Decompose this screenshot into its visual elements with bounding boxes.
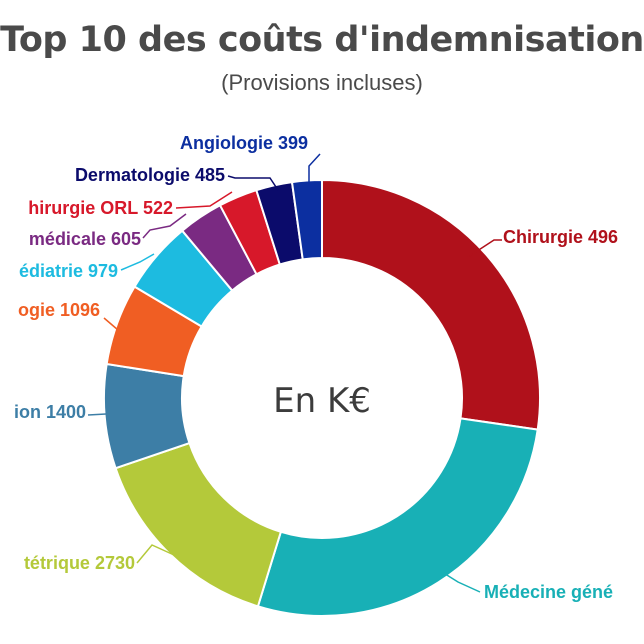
leader-line	[308, 153, 321, 186]
slice-label: Angiologie 399	[180, 133, 308, 153]
donut-slice	[256, 417, 539, 617]
slice-label: médicale 605	[29, 229, 141, 249]
leader-line	[103, 317, 119, 331]
chart-title: Top 10 des coûts d'indemnisation	[0, 20, 644, 60]
leader-line	[467, 239, 502, 258]
slice-label: ogie 1096	[18, 300, 100, 320]
donut-slice	[114, 441, 283, 608]
slice-label: Médecine géné	[484, 582, 613, 602]
leader-line	[441, 571, 481, 593]
leader-line	[175, 191, 233, 209]
slice-label: ion 1400	[14, 402, 86, 422]
chart-subtitle: (Provisions incluses)	[221, 70, 423, 95]
slices-layer	[103, 178, 541, 617]
slice-label: Dermatologie 485	[75, 165, 225, 185]
leaders-layer	[87, 153, 502, 593]
donut-slice	[290, 178, 323, 261]
leader-line	[120, 253, 155, 271]
leader-line	[87, 413, 107, 416]
slice-label: tétrique 2730	[24, 553, 135, 573]
leader-line	[227, 175, 279, 191]
labels-layer: Chirurgie 496 Médecine géné tétrique 2730 i…	[14, 133, 618, 602]
leader-line	[142, 213, 187, 239]
slice-label: hirurgie ORL 522	[28, 198, 173, 218]
leader-line	[136, 544, 175, 564]
donut-slice	[321, 178, 541, 431]
slice-label: Chirurgie 496	[503, 227, 618, 247]
slice-label: édiatrie 979	[19, 261, 118, 281]
center-label: En K€	[273, 381, 371, 421]
